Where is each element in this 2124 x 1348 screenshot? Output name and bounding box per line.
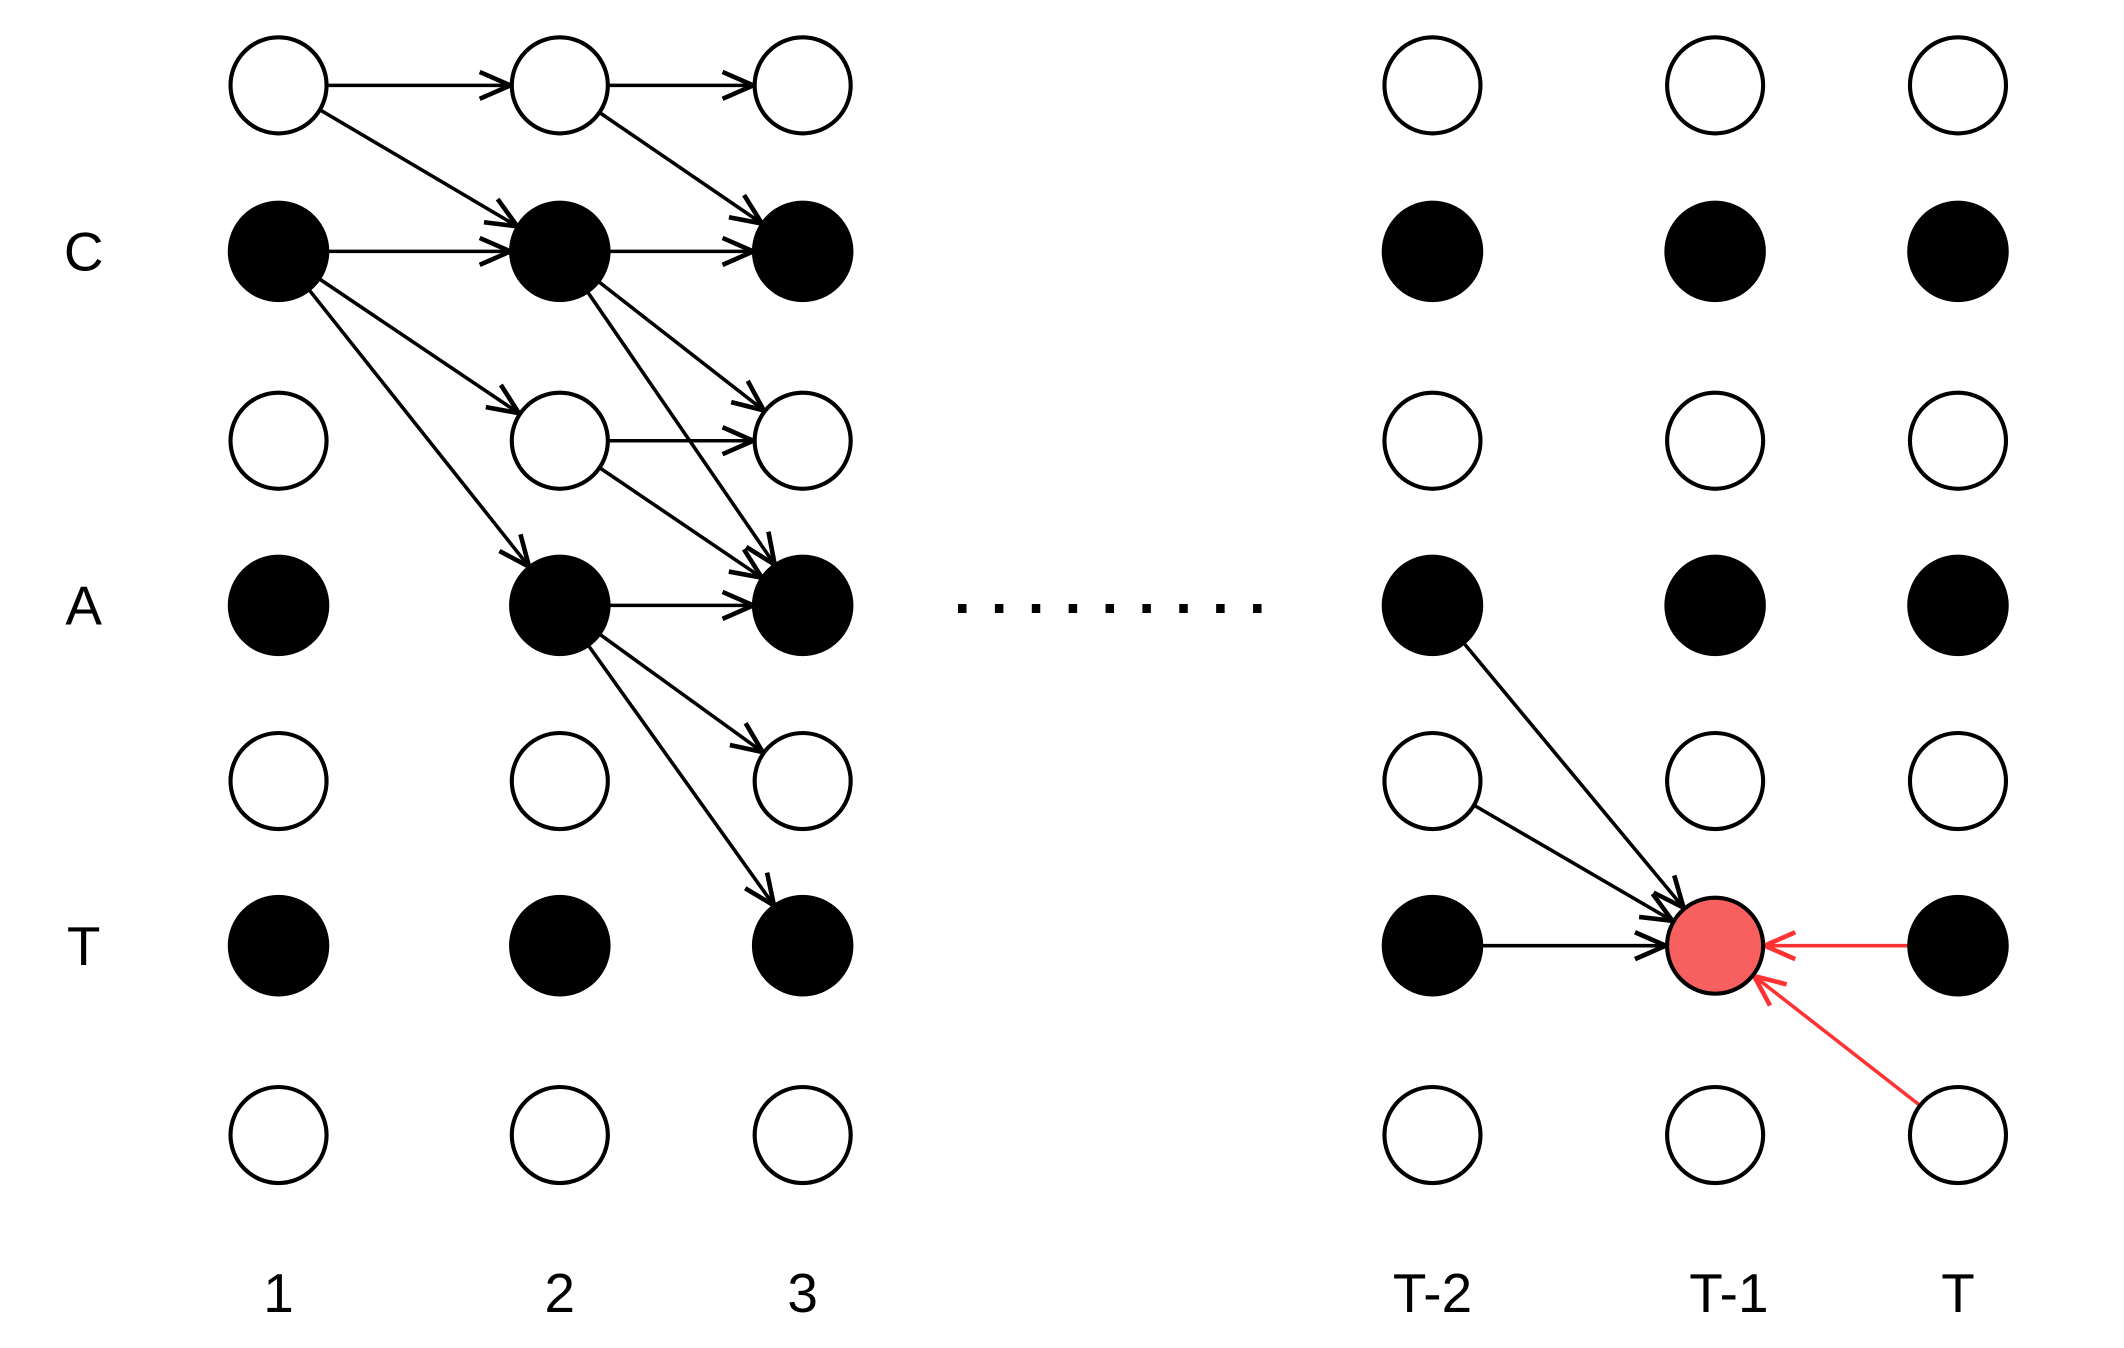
- blank-node: [509, 35, 610, 136]
- blank-node: [1382, 390, 1483, 491]
- nodes: [227, 35, 2009, 1186]
- blank-node: [1665, 1084, 1766, 1186]
- label-node: [751, 554, 854, 657]
- edge-arrow: [599, 111, 762, 223]
- edges: [307, 85, 1921, 1107]
- blank-node: [1907, 1084, 2009, 1186]
- label-node: [1664, 554, 1766, 657]
- blank-node: [1665, 390, 1766, 491]
- highlight-edge-arrow: [1754, 976, 1921, 1107]
- edge-arrow: [318, 277, 519, 413]
- label-node: [1381, 894, 1484, 997]
- edge-arrow: [587, 644, 774, 906]
- blank-node: [1382, 35, 1483, 136]
- column-label-t: T: [1941, 1262, 1975, 1324]
- label-node: [1907, 554, 2009, 657]
- edge-arrow: [307, 288, 529, 567]
- column-label-2: 2: [545, 1262, 576, 1324]
- ellipsis: · · · · · · · · ·: [954, 574, 1269, 642]
- blank-node: [752, 35, 853, 136]
- highlighted-node: [1665, 895, 1766, 996]
- column-label-3: 3: [787, 1262, 818, 1324]
- blank-node: [1665, 35, 1766, 136]
- label-node: [509, 894, 611, 997]
- label-node: [509, 200, 611, 303]
- edge-arrow: [1462, 642, 1684, 907]
- blank-node: [509, 390, 610, 491]
- row-label-c: C: [64, 221, 104, 283]
- label-node: [751, 200, 854, 303]
- edge-arrow: [598, 632, 763, 752]
- column-label-t-2: T-2: [1393, 1262, 1472, 1324]
- blank-node: [752, 390, 853, 491]
- label-node: [1381, 554, 1484, 657]
- blank-node: [228, 35, 329, 136]
- blank-node: [1665, 730, 1766, 832]
- blank-node: [1907, 730, 2009, 832]
- blank-node: [1382, 730, 1483, 832]
- blank-node: [1382, 1084, 1483, 1186]
- column-label-t-1: T-1: [1689, 1262, 1768, 1324]
- label-node: [1907, 200, 2009, 303]
- blank-node: [752, 1084, 853, 1186]
- blank-node: [509, 1084, 610, 1186]
- row-label-a: A: [65, 575, 102, 637]
- labels: C A T 1 2 3 T-2 T-1 T · · · · · · · · ·: [64, 221, 1975, 1324]
- blank-node: [1907, 390, 2009, 491]
- blank-node: [228, 730, 329, 832]
- label-node: [1381, 200, 1484, 303]
- blank-node: [1907, 35, 2009, 136]
- edge-arrow: [320, 108, 517, 226]
- edge-arrow: [1474, 804, 1672, 921]
- blank-node: [228, 390, 329, 491]
- label-node: [227, 200, 330, 303]
- label-node: [1907, 894, 2009, 997]
- label-node: [227, 894, 330, 997]
- blank-node: [228, 1084, 329, 1186]
- blank-node: [752, 730, 853, 832]
- label-node: [509, 554, 611, 657]
- label-node: [227, 554, 330, 657]
- column-label-1: 1: [263, 1262, 294, 1324]
- blank-node: [509, 730, 610, 832]
- edge-arrow: [599, 466, 762, 577]
- row-label-t: T: [67, 915, 101, 977]
- edge-arrow: [597, 280, 764, 411]
- label-node: [1664, 200, 1766, 303]
- label-node: [751, 894, 854, 997]
- edge-arrow: [586, 291, 775, 565]
